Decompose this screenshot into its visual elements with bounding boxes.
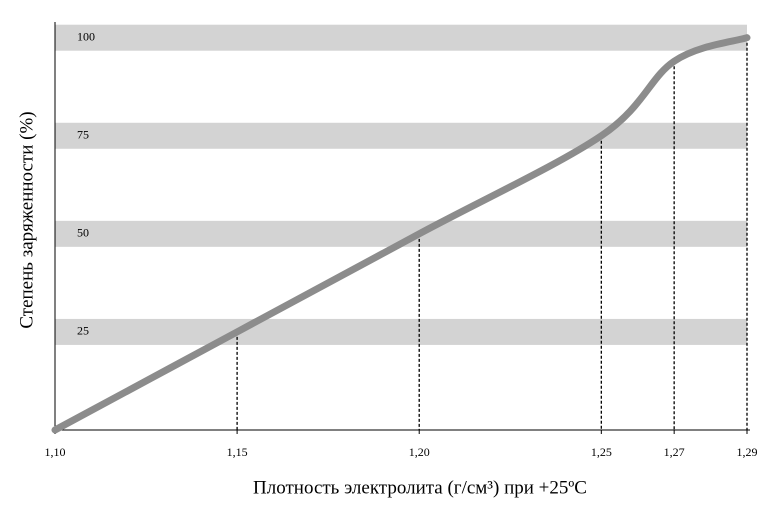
x-tick-label: 1,29 — [737, 445, 758, 459]
x-tick-label: 1,10 — [45, 445, 66, 459]
grid-band — [55, 24, 747, 51]
y-tick-label: 75 — [77, 128, 89, 142]
y-axis-label: Степень заряженности (%) — [16, 111, 37, 328]
x-tick-label: 1,25 — [591, 445, 612, 459]
x-tick-label: 1,27 — [664, 445, 685, 459]
grid-band — [55, 318, 747, 345]
x-tick-label: 1,15 — [227, 445, 248, 459]
x-axis-label: Плотность электролита (г/см³) при +25ºC — [253, 477, 587, 498]
grid-band — [55, 122, 747, 149]
y-tick-label: 100 — [77, 29, 95, 43]
y-tick-label: 50 — [77, 226, 89, 240]
x-tick-label: 1,20 — [409, 445, 430, 459]
y-tick-label: 25 — [77, 324, 89, 338]
data-line — [51, 34, 751, 434]
